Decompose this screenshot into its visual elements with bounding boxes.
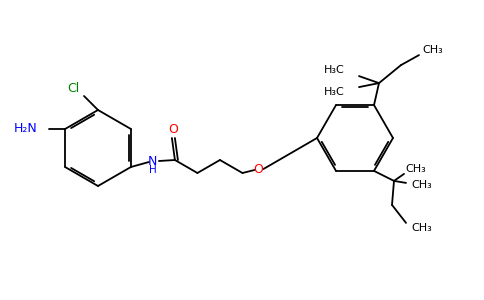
Text: H₃C: H₃C <box>324 87 345 97</box>
Text: CH₃: CH₃ <box>411 180 432 190</box>
Text: Cl: Cl <box>67 82 79 94</box>
Text: CH₃: CH₃ <box>411 223 432 233</box>
Text: N: N <box>148 154 158 167</box>
Text: CH₃: CH₃ <box>423 45 443 55</box>
Text: H₃C: H₃C <box>324 65 345 75</box>
Text: H: H <box>149 165 157 175</box>
Text: O: O <box>254 163 263 176</box>
Text: O: O <box>168 122 178 136</box>
Text: H₂N: H₂N <box>14 122 37 136</box>
Text: CH₃: CH₃ <box>406 164 426 174</box>
